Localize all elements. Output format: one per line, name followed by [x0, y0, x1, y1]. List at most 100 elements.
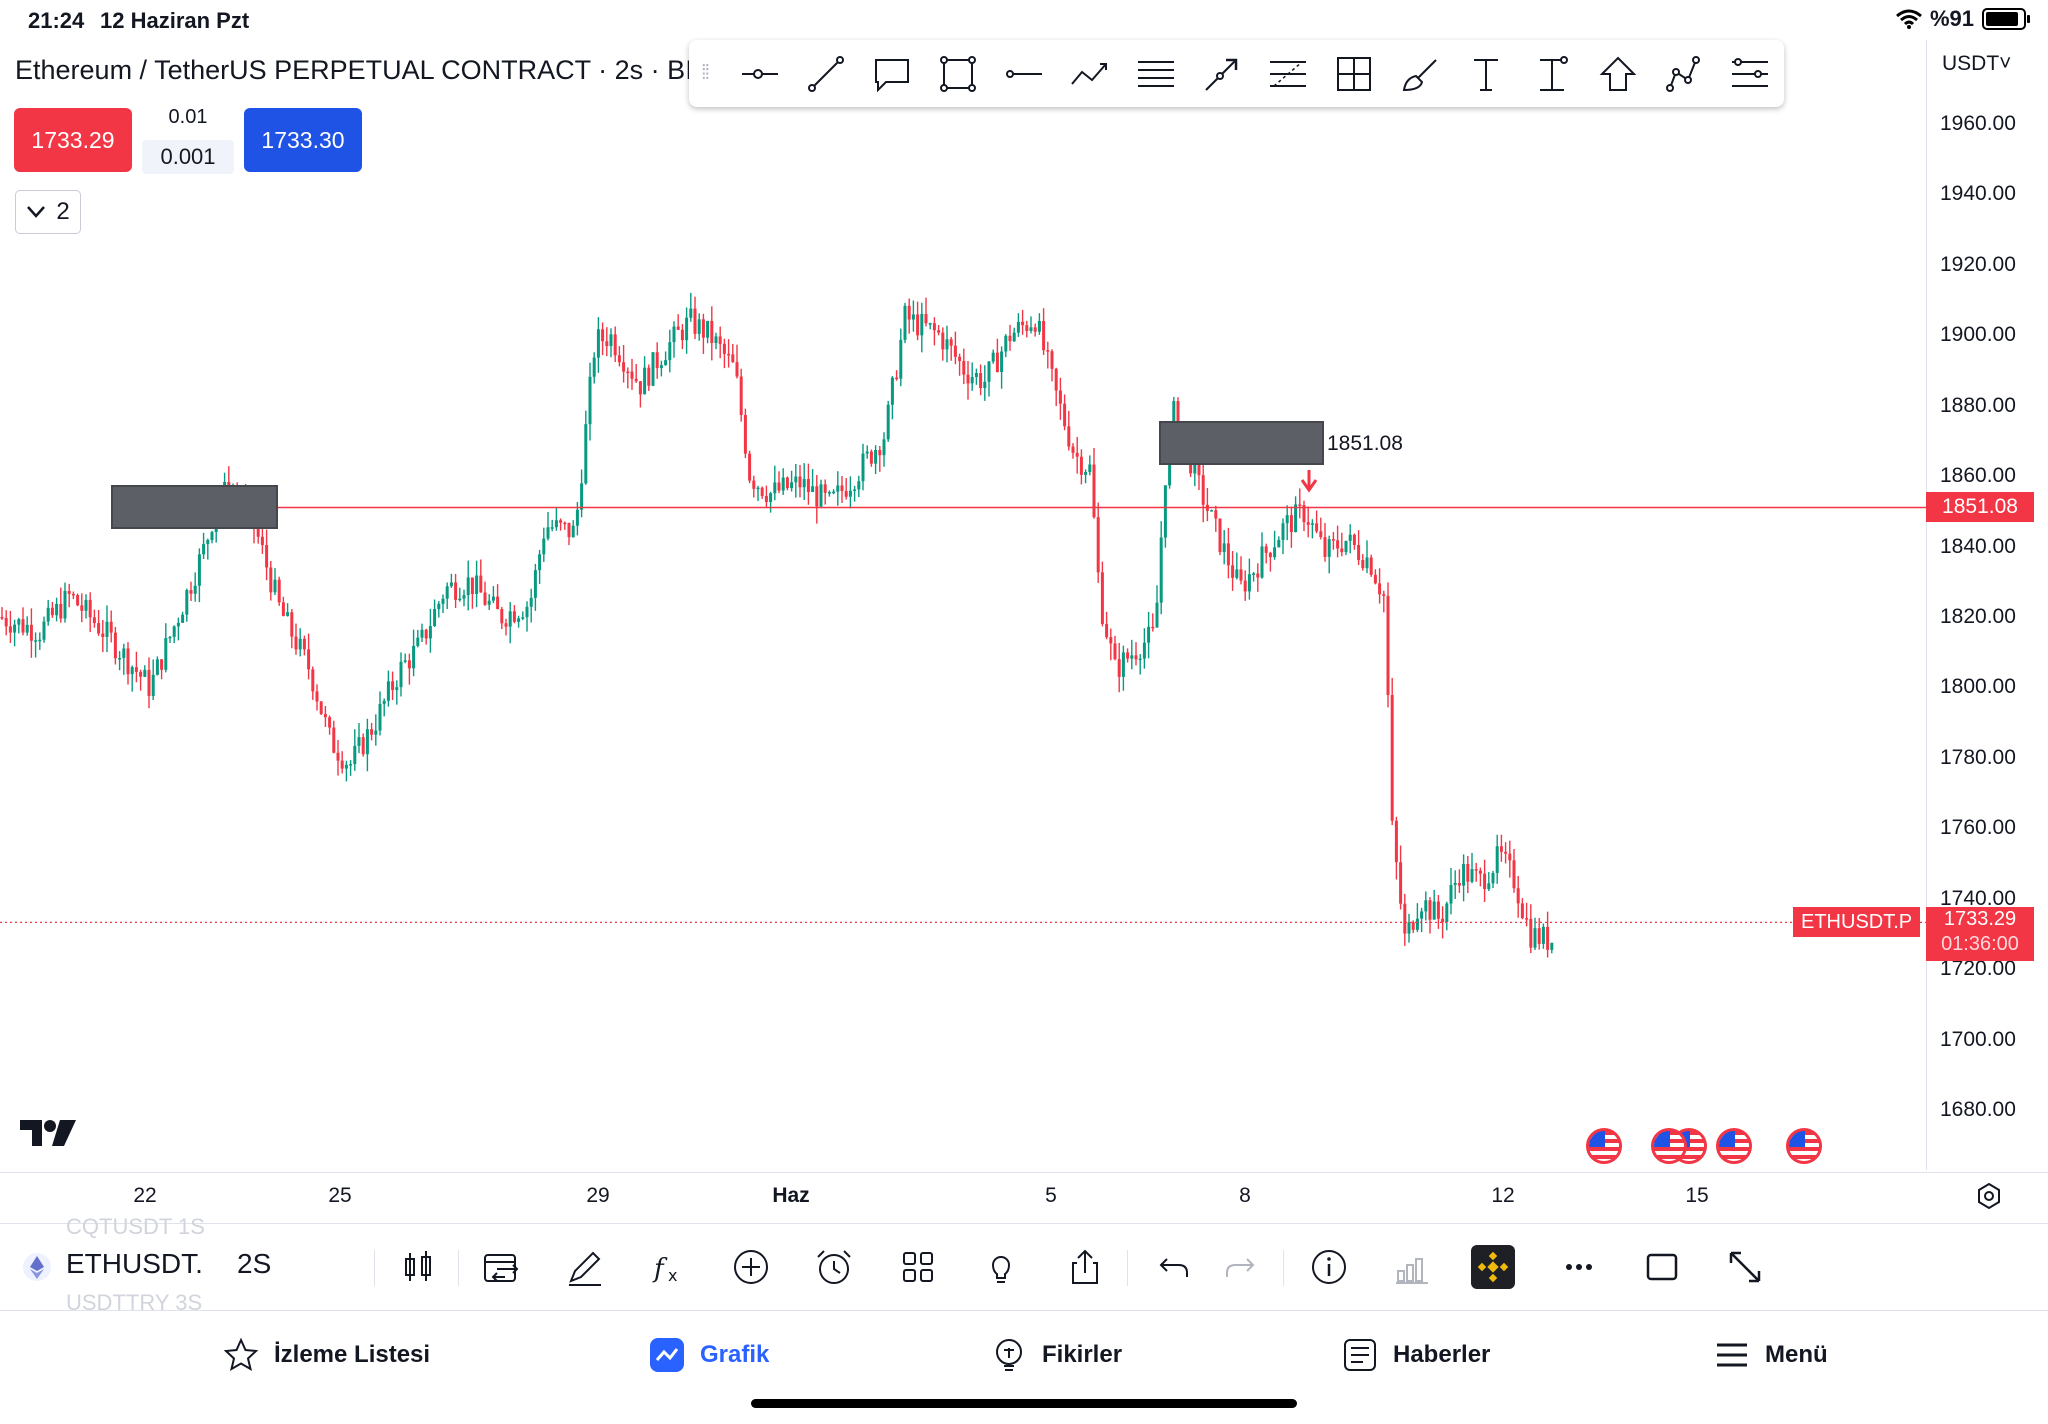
candle-body [109, 621, 113, 633]
candle-body [1470, 869, 1474, 882]
tool-brush[interactable] [1387, 44, 1453, 104]
broker-button[interactable] [1471, 1245, 1515, 1289]
share-button[interactable] [1060, 1242, 1110, 1292]
tool-arrow-up[interactable] [1585, 44, 1651, 104]
quantity-field[interactable]: 0.001 [142, 140, 234, 174]
tool-text[interactable] [1453, 44, 1519, 104]
candle-body [118, 657, 122, 660]
currency-select[interactable]: USDT˅ [1942, 52, 2012, 75]
drawn-rectangle[interactable] [111, 485, 278, 529]
tool-trend-line[interactable] [793, 44, 859, 104]
status-bar: 21:24 12 Haziran Pzt %91 [0, 0, 2048, 40]
symbol-picker-prev[interactable]: CQTUSDT 1S [66, 1214, 205, 1239]
candle-body [97, 623, 101, 634]
tool-horizontal-ray[interactable] [727, 44, 793, 104]
symbol-price-tag: ETHUSDT.P [1793, 907, 1921, 937]
candle-body [319, 701, 323, 715]
tool-price-range[interactable] [1321, 44, 1387, 104]
tab-ideas[interactable]: Fikirler [990, 1333, 1122, 1377]
chart-type-button[interactable] [393, 1242, 443, 1292]
redo-button[interactable] [1214, 1242, 1264, 1292]
candle-body [1126, 652, 1130, 659]
candle-body [185, 590, 189, 615]
drag-handle-icon[interactable]: ⁞⁞ [701, 62, 710, 84]
candle-body [1550, 942, 1554, 950]
candle-body [1462, 864, 1466, 886]
economic-event-flag-icon[interactable] [1716, 1128, 1752, 1164]
candle-body [1222, 543, 1226, 553]
candle-body [941, 332, 945, 350]
candle-body [1235, 569, 1239, 578]
candle-body [172, 626, 176, 637]
tool-arrow-line[interactable] [1189, 44, 1255, 104]
window-button[interactable] [1637, 1242, 1687, 1292]
tool-path[interactable] [1057, 44, 1123, 104]
tool-horizontal-line[interactable] [991, 44, 1057, 104]
indicators-collapse-button[interactable]: 2 [15, 190, 81, 234]
candle-body [613, 334, 617, 356]
compare-button[interactable] [476, 1242, 526, 1292]
interval-select[interactable]: 2S [237, 1248, 272, 1279]
tab-menu[interactable]: Menü [1713, 1333, 1828, 1377]
candle-body [1424, 900, 1428, 912]
time-axis[interactable] [0, 1172, 2048, 1224]
financials-button[interactable] [1387, 1242, 1437, 1292]
brush-icon [1402, 58, 1437, 91]
layout-button[interactable] [893, 1242, 943, 1292]
price-chart[interactable] [0, 40, 1926, 1172]
price-tick-label: 1880.00 [1940, 393, 2016, 417]
add-button[interactable] [726, 1242, 776, 1292]
arrow-down-marker[interactable] [1300, 470, 1318, 493]
tool-fib-retracement[interactable] [1255, 44, 1321, 104]
candle-body [496, 596, 500, 610]
price-tick-label: 1960.00 [1940, 112, 2016, 135]
candle-body [197, 554, 201, 586]
candle-body [168, 636, 172, 639]
toolbar-divider [1283, 1250, 1284, 1286]
candle-body [1226, 543, 1230, 566]
tab-news[interactable]: Haberler [1341, 1333, 1490, 1377]
candle-body [1033, 327, 1037, 332]
candle-body [798, 476, 802, 488]
price-axis[interactable] [1926, 40, 2048, 1170]
sell-button[interactable]: 1733.29 [14, 108, 132, 172]
candle-body [546, 527, 550, 539]
price-tick-label: 1720.00 [1940, 957, 2016, 981]
economic-event-flag-icon[interactable] [1586, 1128, 1622, 1164]
tool-callout[interactable] [859, 44, 925, 104]
tab-chart[interactable]: Grafik [648, 1333, 769, 1377]
buy-button[interactable]: 1733.30 [244, 108, 362, 172]
fullscreen-button[interactable] [1720, 1242, 1770, 1292]
alert-button[interactable] [809, 1242, 859, 1292]
economic-event-flag-icon[interactable] [1651, 1128, 1687, 1164]
tool-anchored-text[interactable] [1519, 44, 1585, 104]
candle-body [533, 570, 537, 598]
undo-button[interactable] [1150, 1242, 1200, 1292]
tool-parallel-lines[interactable] [1123, 44, 1189, 104]
chart-title[interactable]: Ethereum / TetherUS PERPETUAL CONTRACT ·… [15, 55, 693, 85]
tool-pattern[interactable] [1651, 44, 1717, 104]
candle-body [59, 603, 63, 619]
candle-body [916, 314, 920, 336]
candle-body [1546, 926, 1550, 950]
candle-body [743, 415, 747, 454]
drawn-rectangle[interactable] [1159, 421, 1324, 465]
tradingview-logo [20, 1120, 76, 1146]
settings-icon[interactable] [1974, 1181, 2004, 1211]
tool-more-drawings[interactable] [1717, 44, 1783, 104]
ideas-button[interactable] [976, 1242, 1026, 1292]
candle-body [827, 492, 831, 494]
pen-icon [569, 1251, 601, 1286]
more-button[interactable] [1554, 1242, 1604, 1292]
candle-body [399, 661, 403, 688]
candle-body [697, 319, 701, 334]
horizontal-line-icon [1006, 69, 1042, 78]
candle-body [722, 343, 726, 354]
info-button[interactable] [1304, 1242, 1354, 1292]
drawing-tools-button[interactable] [560, 1242, 610, 1292]
tool-rectangle[interactable] [925, 44, 991, 104]
symbol-select[interactable]: ETHUSDT. [66, 1248, 203, 1279]
economic-event-flag-icon[interactable] [1786, 1128, 1822, 1164]
tab-watchlist[interactable]: İzleme Listesi [222, 1333, 430, 1377]
